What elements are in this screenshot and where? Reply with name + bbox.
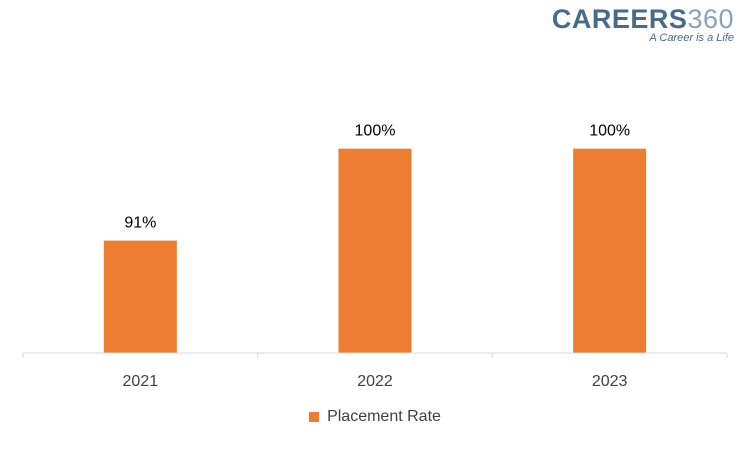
- logo-word: CAREERS: [551, 4, 688, 34]
- logo-tagline: A Career is a Life: [649, 32, 734, 44]
- bar-2021: [103, 240, 177, 353]
- legend-label-placement-rate: Placement Rate: [327, 408, 441, 425]
- data-label-2023: 100%: [589, 123, 630, 140]
- careers360-logo: CAREERS360 A Career is a Life: [552, 4, 734, 44]
- bar-2022: [338, 148, 412, 353]
- x-tick-label-2022: 2022: [357, 373, 393, 390]
- legend: Placement Rate: [0, 408, 750, 426]
- logo-number: 360: [687, 4, 734, 34]
- data-label-2022: 100%: [355, 123, 396, 140]
- x-tick-label-2023: 2023: [592, 373, 628, 390]
- legend-swatch: [309, 412, 320, 422]
- x-tick-label-2021: 2021: [123, 373, 159, 390]
- bar-2023: [573, 148, 647, 353]
- data-label-2021: 91%: [124, 215, 156, 232]
- logo-wordmark: CAREERS360: [552, 4, 734, 34]
